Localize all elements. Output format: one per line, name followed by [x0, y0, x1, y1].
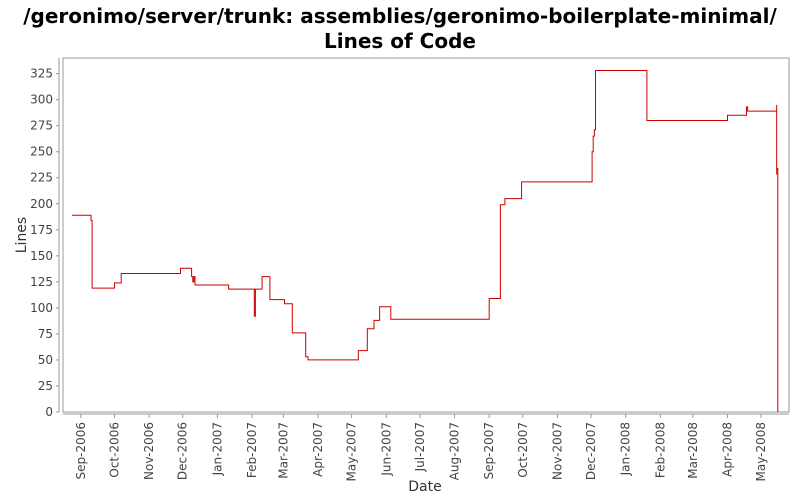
y-tick-label: 275 [30, 119, 53, 133]
series-line-0 [71, 70, 779, 412]
plot-area [62, 57, 790, 413]
x-tick-label: Jun-2007 [379, 422, 393, 477]
y-tick-label: 75 [38, 327, 53, 341]
chart-title: /geronimo/server/trunk: assemblies/geron… [23, 4, 777, 53]
y-tick-label: 225 [30, 171, 53, 185]
y-tick-label: 125 [30, 275, 53, 289]
x-tick-label: Aug-2007 [448, 422, 462, 480]
y-tick-label: 25 [38, 379, 53, 393]
x-tick-label: Sep-2006 [74, 422, 88, 480]
x-tick-label: Apr-2008 [720, 422, 734, 477]
x-tick-label: Feb-2008 [653, 422, 667, 478]
y-tick-label: 250 [30, 145, 53, 159]
x-tick-label: Apr-2007 [311, 422, 325, 477]
x-tick-label: Jan-2007 [210, 422, 224, 476]
x-tick-label: Jan-2008 [619, 422, 633, 476]
y-tick-label: 175 [30, 223, 53, 237]
y-tick-label: 100 [30, 301, 53, 315]
y-tick-label: 150 [30, 249, 53, 263]
y-axis-label: Lines [14, 217, 30, 253]
y-tick-label: 50 [38, 353, 53, 367]
x-tick-label: Dec-2007 [584, 422, 598, 480]
x-tick-label: Nov-2006 [142, 422, 156, 480]
y-tick-label: 0 [45, 405, 53, 419]
x-tick-label: Sep-2007 [482, 422, 496, 480]
x-tick-label: Jul-2007 [413, 422, 427, 472]
series-layer [71, 70, 779, 412]
x-tick-label: Dec-2006 [176, 422, 190, 480]
y-tick-label: 325 [30, 67, 53, 81]
x-tick-label: Oct-2006 [107, 422, 121, 478]
y-axis: 0 25 50 75 100 125 150 175 200 225 250 275 300 325 [30, 58, 60, 419]
x-tick-label: May-2007 [345, 422, 359, 481]
x-tick-label: May-2008 [754, 422, 768, 481]
x-axis: Sep-2006 Oct-2006 Nov-2006 Dec-2006 Jan-2007… [63, 413, 789, 481]
x-tick-label: Mar-2007 [276, 422, 290, 479]
y-tick-label: 300 [30, 93, 53, 107]
x-axis-label: Date [408, 479, 441, 495]
x-tick-label: Nov-2007 [550, 422, 564, 480]
y-tick-label: 200 [30, 197, 53, 211]
x-tick-label: Mar-2008 [686, 422, 700, 479]
x-tick-label: Oct-2007 [516, 422, 530, 478]
x-tick-label: Feb-2007 [245, 422, 259, 478]
